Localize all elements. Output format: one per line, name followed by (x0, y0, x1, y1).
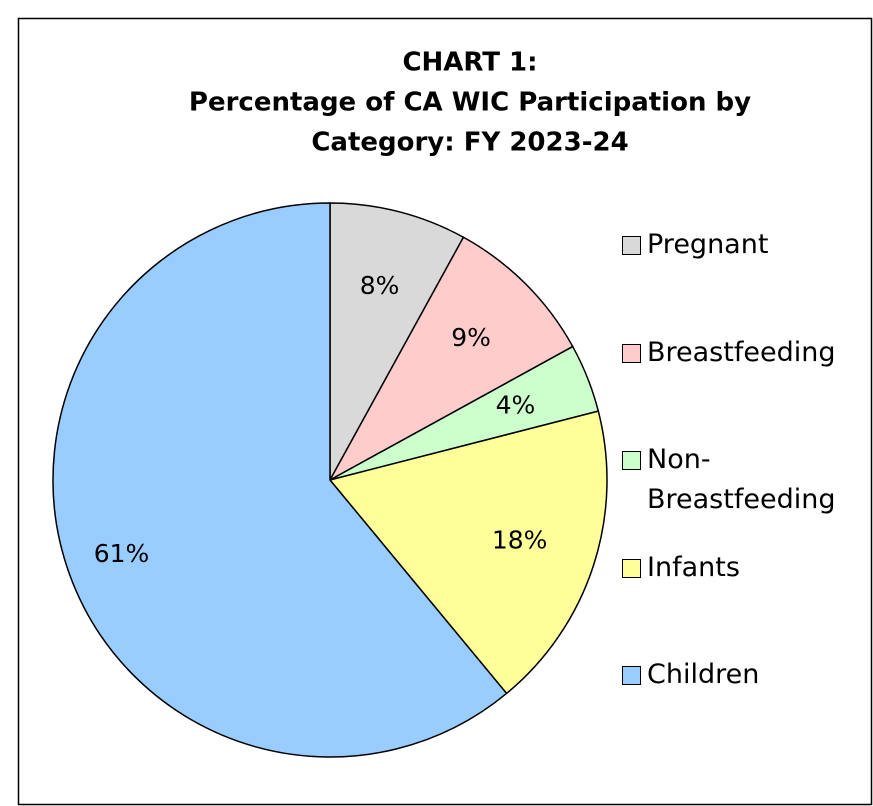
data-label: 8% (360, 271, 400, 300)
legend-item: Non-Breastfeeding (622, 440, 847, 520)
legend-item: Pregnant (622, 225, 847, 265)
chart-title: CHART 1: (402, 48, 537, 78)
legend-label: Breastfeeding (647, 336, 836, 368)
legend-item: Children (622, 655, 847, 695)
legend-label: Pregnant (647, 229, 769, 260)
chart-title: Category: FY 2023-24 (311, 128, 628, 158)
data-label: 4% (496, 391, 536, 420)
pie-slice (52, 202, 508, 758)
legend-item: Breastfeeding (622, 333, 847, 373)
pie: 8% 9% 4% 18% 61% (52, 202, 608, 758)
pie-slice (329, 202, 465, 481)
legend-swatch (622, 558, 641, 578)
pie-slice (328, 236, 574, 482)
legend-swatch (622, 666, 641, 685)
legend-label: Children (647, 659, 760, 690)
legend-label: Infants (647, 551, 740, 583)
data-label: 9% (451, 323, 491, 352)
pie-slice (328, 410, 608, 695)
chart-title: Percentage of CA WIC Participation by (189, 88, 751, 118)
legend-item: Infants (622, 548, 847, 588)
data-label: 18% (492, 526, 548, 555)
legend-swatch (622, 451, 641, 470)
data-label: 61% (94, 539, 150, 568)
legend-swatch (622, 236, 641, 255)
legend-label: Non-Breastfeeding (647, 444, 836, 515)
legend-swatch (622, 343, 641, 363)
